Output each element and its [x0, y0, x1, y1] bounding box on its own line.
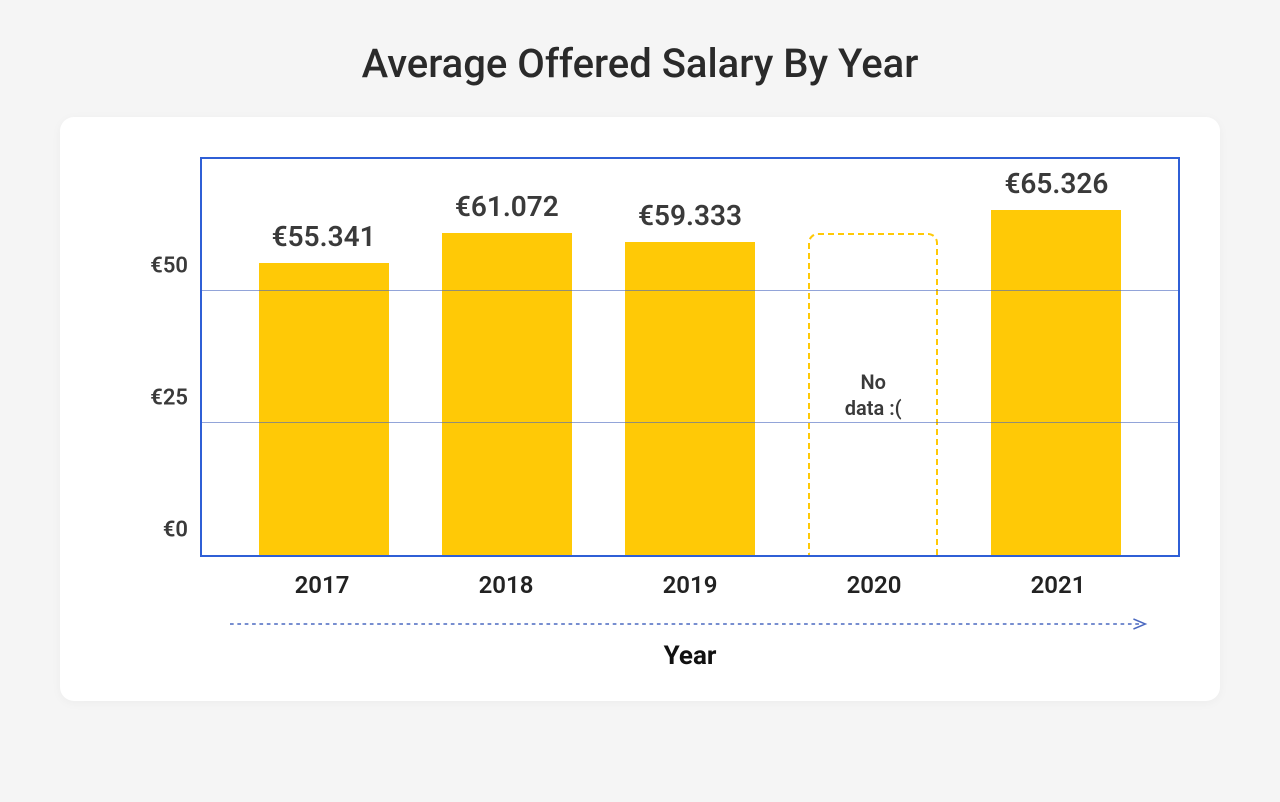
bar-value-label: €59.333 [638, 199, 742, 242]
bar-slot: €59.333 [598, 159, 781, 555]
x-axis: 20172018201920202021 [200, 557, 1180, 599]
chart-area: €55.341€61.072€59.333Nodata :(€65.326 €0… [200, 157, 1180, 671]
bar: €55.341 [259, 263, 389, 555]
bar: €59.333 [625, 242, 755, 555]
bar-value-label: €61.072 [455, 190, 559, 233]
y-tick-label: €0 [163, 518, 202, 543]
timeline-arrow-icon [230, 615, 1150, 627]
bar-slot: Nodata :( [782, 159, 965, 555]
bar-slot: €61.072 [415, 159, 598, 555]
y-tick-label: €50 [150, 254, 202, 279]
gridline [202, 290, 1178, 291]
x-tick-label: 2017 [230, 571, 414, 599]
plot-area: €55.341€61.072€59.333Nodata :(€65.326 €0… [200, 157, 1180, 557]
x-tick-label: 2021 [966, 571, 1150, 599]
chart-title: Average Offered Salary By Year [40, 40, 1240, 87]
x-axis-label: Year [200, 641, 1180, 671]
bar-value-label: €55.341 [272, 220, 376, 263]
bar-slot: €65.326 [965, 159, 1148, 555]
bar-slot: €55.341 [232, 159, 415, 555]
x-tick-label: 2018 [414, 571, 598, 599]
chart-card: €55.341 €61.072 €59.333 Nodata :( €65.326 €0… [60, 117, 1220, 701]
bars-container: €55.341 €61.072 €59.333 Nodata :( €65.326 [202, 159, 1178, 555]
x-tick-label: 2019 [598, 571, 782, 599]
bar-nodata: Nodata :( [808, 233, 938, 555]
x-tick-label: 2020 [782, 571, 966, 599]
y-tick-label: €25 [150, 386, 202, 411]
nodata-label: Nodata :( [845, 369, 902, 421]
bar-value-label: €65.326 [1004, 167, 1108, 210]
gridline [202, 422, 1178, 423]
bar: €61.072 [442, 233, 572, 555]
bar: €65.326 [991, 210, 1121, 555]
